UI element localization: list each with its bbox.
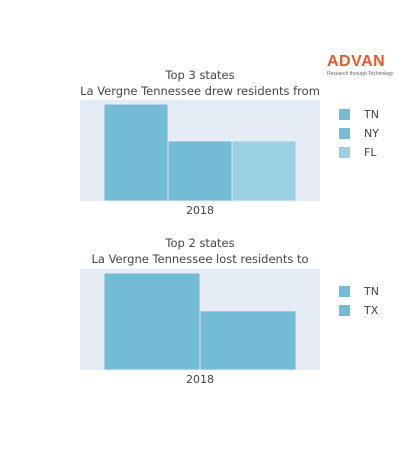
chart-inflow-bar-fl[interactable] <box>231 140 297 202</box>
chart-inflow-legend-swatch-fl[interactable] <box>339 147 350 158</box>
logo-tagline: Research through Technology <box>327 71 394 77</box>
chart-inflow-subtitle: La Vergne Tennessee drew residents from <box>80 84 320 98</box>
chart-inflow-legend-swatch-ny[interactable] <box>339 128 350 139</box>
chart-outflow-bar-tx[interactable] <box>199 310 297 371</box>
chart-inflow-legend-swatch-tn[interactable] <box>339 109 350 120</box>
chart-outflow-x-tick: 2018 <box>186 373 214 386</box>
chart-outflow-legend-label-tn[interactable]: TN <box>363 285 379 298</box>
logo-wordmark: ADVAN <box>327 53 386 70</box>
chart-outflow-legend-swatch-tn[interactable] <box>339 286 350 297</box>
chart-inflow-bar-tn[interactable] <box>103 103 169 202</box>
chart-inflow-legend-label-fl[interactable]: FL <box>364 146 377 159</box>
chart-outflow-bar-tn[interactable] <box>103 272 201 371</box>
chart-inflow-legend-label-ny[interactable]: NY <box>364 127 379 140</box>
advan-logo: ADVAN Research through Technology <box>327 53 395 78</box>
chart-outflow: Top 2 states La Vergne Tennessee lost re… <box>80 236 379 386</box>
chart-inflow-x-tick: 2018 <box>186 204 214 217</box>
chart-inflow: Top 3 states La Vergne Tennessee drew re… <box>80 68 379 217</box>
chart-outflow-subtitle: La Vergne Tennessee lost residents to <box>91 252 308 266</box>
chart-outflow-legend-label-tx[interactable]: TX <box>363 304 379 317</box>
chart-outflow-title: Top 2 states <box>164 236 234 250</box>
chart-outflow-legend-swatch-tx[interactable] <box>339 305 350 316</box>
chart-inflow-bar-ny[interactable] <box>167 140 233 202</box>
chart-inflow-title: Top 3 states <box>164 68 234 82</box>
chart-inflow-legend-label-tn[interactable]: TN <box>363 108 379 121</box>
